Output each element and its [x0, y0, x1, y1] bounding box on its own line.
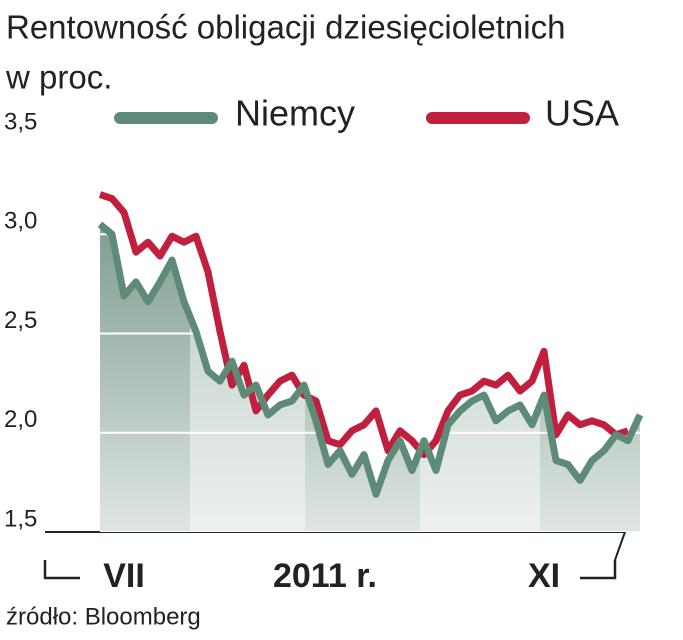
x-axis-bracket: [43, 560, 617, 580]
series-line: [97, 221, 644, 498]
y-tick-label: 2,0: [4, 406, 37, 433]
y-tick-label: 1,5: [4, 505, 37, 532]
month-band: [190, 224, 305, 532]
y-tick-label: 2,5: [4, 307, 37, 334]
x-axis-label: 2011 r.: [273, 557, 377, 595]
x-tick-label: XI: [528, 557, 560, 595]
legend-label: USA: [545, 93, 619, 134]
y-tick-label: 3,5: [4, 108, 37, 135]
area-shading: [100, 224, 640, 532]
source: źródło: Bloomberg: [6, 603, 201, 630]
legend-label: Niemcy: [235, 93, 355, 134]
chart-title: Rentowność obligacji dziesięcioletnich: [6, 9, 565, 46]
x-axis-line: [45, 531, 627, 561]
series-line: [98, 191, 630, 459]
x-tick-label: VII: [103, 557, 145, 595]
chart-subtitle: w proc.: [5, 59, 112, 96]
y-tick-label: 3,0: [4, 208, 37, 235]
